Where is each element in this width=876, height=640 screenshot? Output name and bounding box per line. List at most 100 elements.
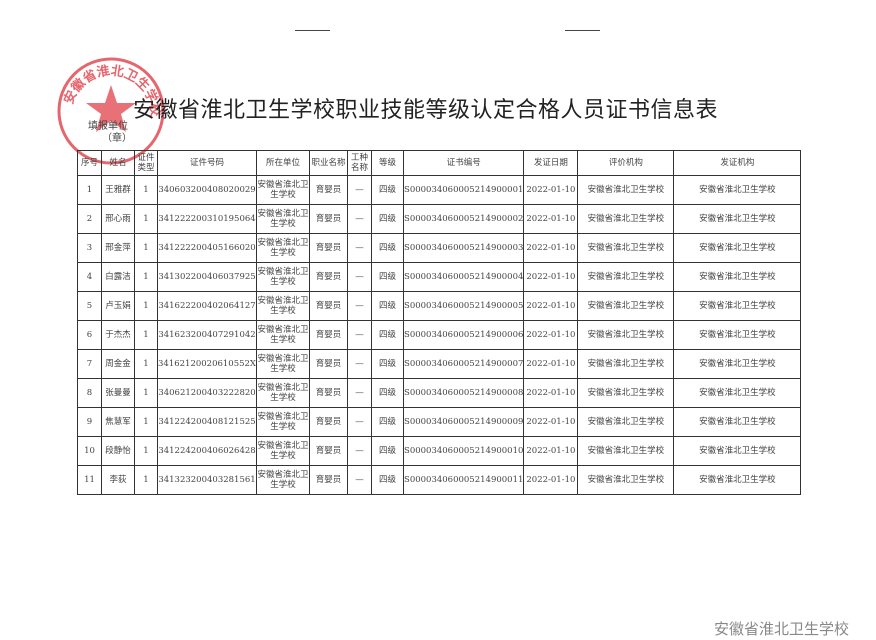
- table-row: 10 段静怡 1 341224200406026428 安徽省淮北卫生学校 育婴员 — 四级 S…: [77, 436, 802, 466]
- cell-occupation: 育婴员: [309, 291, 348, 321]
- cell-certificate-number: S000034060005214900011: [402, 465, 525, 495]
- cell-id-type: 1: [134, 436, 158, 466]
- top-mark-line: [295, 30, 330, 31]
- cell-certificate-number: S000034060005214900007: [402, 349, 525, 379]
- cell-occupation: 育婴员: [309, 378, 348, 408]
- cell-issue-date: 2022-01-10: [523, 320, 579, 350]
- cell-issue-date: 2022-01-10: [523, 378, 579, 408]
- cell-issuer: 安徽省淮北卫生学校: [673, 465, 802, 495]
- cell-evaluator: 安徽省淮北卫生学校: [577, 407, 675, 437]
- cell-evaluator: 安徽省淮北卫生学校: [577, 378, 675, 408]
- cell-unit: 安徽省淮北卫生学校: [256, 349, 310, 379]
- table-row: 11 李荻 1 341323200403281561 安徽省淮北卫生学校 育婴员 — 四级 S0…: [77, 465, 802, 495]
- cell-occupation: 育婴员: [309, 204, 348, 234]
- cell-certificate-number: S000034060005214900001: [402, 175, 525, 205]
- cell-level: 四级: [371, 291, 404, 321]
- cell-id-type: 1: [134, 378, 158, 408]
- cell-evaluator: 安徽省淮北卫生学校: [577, 465, 675, 495]
- header-evaluator: 评价机构: [577, 150, 675, 176]
- cell-index: 2: [77, 204, 102, 234]
- cell-index: 8: [77, 378, 102, 408]
- cell-issuer: 安徽省淮北卫生学校: [673, 262, 802, 292]
- cell-id-type: 1: [134, 291, 158, 321]
- cell-issue-date: 2022-01-10: [523, 407, 579, 437]
- cell-index: 7: [77, 349, 102, 379]
- cell-occupation: 育婴员: [309, 262, 348, 292]
- cell-job-type: —: [347, 378, 372, 408]
- page-title: 安徽省淮北卫生学校职业技能等级认定合格人员证书信息表: [133, 98, 719, 123]
- cell-unit: 安徽省淮北卫生学校: [256, 436, 310, 466]
- cell-name: 李荻: [101, 465, 135, 495]
- cell-issuer: 安徽省淮北卫生学校: [673, 349, 802, 379]
- watermark: 安徽省淮北卫生学校: [714, 620, 850, 638]
- cell-name: 周金金: [101, 349, 135, 379]
- cell-name: 邢金萍: [101, 233, 135, 263]
- cell-occupation: 育婴员: [309, 320, 348, 350]
- cell-evaluator: 安徽省淮北卫生学校: [577, 349, 675, 379]
- header-job-type: 工种名称: [347, 150, 372, 176]
- cell-issuer: 安徽省淮北卫生学校: [673, 291, 802, 321]
- cell-job-type: —: [347, 320, 372, 350]
- cell-id-number: 34162120020610552X: [157, 349, 257, 379]
- cell-issuer: 安徽省淮北卫生学校: [673, 204, 802, 234]
- table-row: 9 焦慧军 1 341224200408121525 安徽省淮北卫生学校 育婴员 — 四级 S0…: [77, 407, 802, 437]
- cell-occupation: 育婴员: [309, 175, 348, 205]
- cell-level: 四级: [371, 233, 404, 263]
- unit-label: 填报单位: [88, 121, 128, 132]
- cell-level: 四级: [371, 465, 404, 495]
- cell-id-number: 341622200402064127: [157, 291, 257, 321]
- cell-issue-date: 2022-01-10: [523, 436, 579, 466]
- cell-unit: 安徽省淮北卫生学校: [256, 378, 310, 408]
- table-row: 6 于杰杰 1 341623200407291042 安徽省淮北卫生学校 育婴员 — 四级 S0…: [77, 320, 802, 350]
- cell-evaluator: 安徽省淮北卫生学校: [577, 320, 675, 350]
- cell-job-type: —: [347, 291, 372, 321]
- cell-index: 11: [77, 465, 102, 495]
- cell-index: 4: [77, 262, 102, 292]
- cell-issuer: 安徽省淮北卫生学校: [673, 378, 802, 408]
- table-row: 8 张曼曼 1 340621200403222820 安徽省淮北卫生学校 育婴员 — 四级 S0…: [77, 378, 802, 408]
- cell-evaluator: 安徽省淮北卫生学校: [577, 436, 675, 466]
- cell-certificate-number: S000034060005214900008: [402, 378, 525, 408]
- cell-evaluator: 安徽省淮北卫生学校: [577, 262, 675, 292]
- cell-occupation: 育婴员: [309, 436, 348, 466]
- table-row: 4 白露洁 1 341302200406037925 安徽省淮北卫生学校 育婴员 — 四级 S0…: [77, 262, 802, 292]
- cell-unit: 安徽省淮北卫生学校: [256, 262, 310, 292]
- reporting-unit: 填报单位 （章）: [88, 121, 132, 145]
- cell-occupation: 育婴员: [309, 465, 348, 495]
- cell-id-number: 341224200406026428: [157, 436, 257, 466]
- cell-level: 四级: [371, 436, 404, 466]
- header-issuer: 发证机构: [673, 150, 802, 176]
- cell-unit: 安徽省淮北卫生学校: [256, 291, 310, 321]
- cell-issue-date: 2022-01-10: [523, 204, 579, 234]
- cell-id-type: 1: [134, 407, 158, 437]
- cell-id-type: 1: [134, 320, 158, 350]
- cell-name: 段静怡: [101, 436, 135, 466]
- cell-unit: 安徽省淮北卫生学校: [256, 465, 310, 495]
- cell-level: 四级: [371, 349, 404, 379]
- cell-issuer: 安徽省淮北卫生学校: [673, 233, 802, 263]
- seal-label: （章）: [102, 133, 132, 144]
- cell-evaluator: 安徽省淮北卫生学校: [577, 175, 675, 205]
- cell-id-number: 341222200405166020: [157, 233, 257, 263]
- top-mark-line: [565, 30, 600, 31]
- cell-level: 四级: [371, 407, 404, 437]
- cell-job-type: —: [347, 407, 372, 437]
- cell-certificate-number: S000034060005214900006: [402, 320, 525, 350]
- cell-id-type: 1: [134, 349, 158, 379]
- certificate-table: 序号 姓名 证件类型 证件号码 所在单位 职业名称 工种名称 等级 证书编号 发证日期 评价机构 发证…: [77, 150, 802, 495]
- cell-issue-date: 2022-01-10: [523, 349, 579, 379]
- cell-id-number: 341323200403281561: [157, 465, 257, 495]
- cell-name: 邢心雨: [101, 204, 135, 234]
- header-level: 等级: [371, 150, 404, 176]
- header-id-type: 证件类型: [134, 150, 158, 176]
- header-id-number: 证件号码: [157, 150, 257, 176]
- cell-certificate-number: S000034060005214900009: [402, 407, 525, 437]
- cell-issuer: 安徽省淮北卫生学校: [673, 407, 802, 437]
- cell-name: 焦慧军: [101, 407, 135, 437]
- cell-index: 1: [77, 175, 102, 205]
- cell-certificate-number: S000034060005214900010: [402, 436, 525, 466]
- cell-issuer: 安徽省淮北卫生学校: [673, 436, 802, 466]
- cell-unit: 安徽省淮北卫生学校: [256, 204, 310, 234]
- cell-occupation: 育婴员: [309, 407, 348, 437]
- cell-index: 9: [77, 407, 102, 437]
